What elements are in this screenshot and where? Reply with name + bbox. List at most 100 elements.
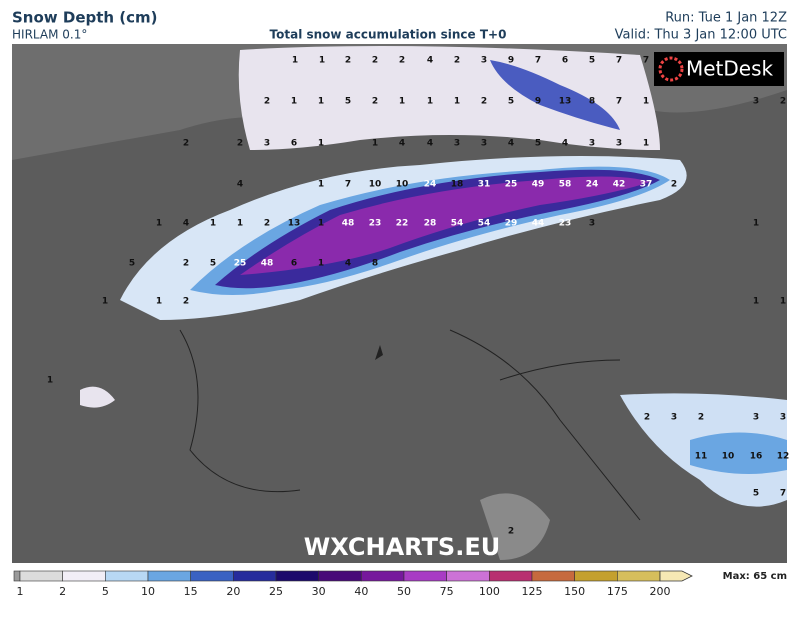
snow-label: 54 xyxy=(478,219,491,229)
snow-label: 3 xyxy=(481,56,487,66)
legend-swatch xyxy=(446,570,490,582)
map: MetDesk WXCHARTS.EU 1 1 2 2 2 4 2 3 9 7 6 5 7 72 1 1 5 2 1… xyxy=(12,44,789,563)
legend-swatch xyxy=(190,570,234,582)
snow-label: 5 xyxy=(210,259,216,269)
snow-label: 4 xyxy=(345,259,351,269)
legend-swatch xyxy=(275,570,319,582)
snow-label: 2 xyxy=(372,56,378,66)
snow-label: 5 xyxy=(535,139,541,149)
snow-label: 37 xyxy=(640,180,653,190)
legend-tick-label: 40 xyxy=(354,585,368,598)
legend-tick-label: 50 xyxy=(397,585,411,598)
snow-label: 1 xyxy=(156,297,162,307)
snow-label: 1 xyxy=(318,219,324,229)
snow-label: 1 xyxy=(319,56,325,66)
model: HIRLAM 0.1° xyxy=(12,28,87,42)
watermark: WXCHARTS.EU xyxy=(304,533,500,561)
snow-label: 10 xyxy=(369,180,382,190)
legend-swatch xyxy=(361,570,405,582)
snow-label: 3 xyxy=(454,139,460,149)
snow-label: 49 xyxy=(532,180,545,190)
legend-tick-label: 100 xyxy=(479,585,500,598)
snow-label: 1 xyxy=(102,297,108,307)
snow-label: 1 xyxy=(399,97,405,107)
snow-label: 3 xyxy=(481,139,487,149)
snow-label: 2 xyxy=(399,56,405,66)
snow-label: 48 xyxy=(261,259,274,269)
snow-label: 3 xyxy=(753,97,759,107)
legend-swatch xyxy=(574,570,618,582)
legend-swatch xyxy=(318,570,362,582)
snow-label: 3 xyxy=(753,413,759,423)
snow-label: 11 xyxy=(695,452,708,462)
snow-label: 9 xyxy=(535,97,541,107)
snow-label: 58 xyxy=(559,180,572,190)
legend-tick-label: 2 xyxy=(59,585,66,598)
snow-label: 1 xyxy=(292,56,298,66)
snow-label: 3 xyxy=(780,413,786,423)
legend: Max: 65 cm 1 2 5 10 15 20 25 30 40 50 75 100 125 150 1… xyxy=(13,570,787,598)
map-labels: 1 1 2 2 2 4 2 3 9 7 6 5 7 72 1 1 5 2 1 1 1 2 5 9 13 8 7 1 3 22 2 3 6 1 1 4 4… xyxy=(47,56,789,537)
snow-label: 1 xyxy=(753,219,759,229)
snow-label: 22 xyxy=(396,219,409,229)
legend-tick-label: 175 xyxy=(607,585,628,598)
snow-label: 28 xyxy=(424,219,437,229)
snow-label: 2 xyxy=(372,97,378,107)
snow-label: 1 xyxy=(210,219,216,229)
snow-label: 5 xyxy=(589,56,595,66)
snow-label: 23 xyxy=(369,219,382,229)
legend-swatch xyxy=(617,570,661,582)
terrain-south xyxy=(480,493,550,560)
legend-swatch xyxy=(147,570,191,582)
legend-swatch xyxy=(403,570,447,582)
snow-label: 2 xyxy=(454,56,460,66)
run-time: Run: Tue 1 Jan 12Z xyxy=(665,11,787,26)
snow-label: 6 xyxy=(291,139,297,149)
snow-label: 2 xyxy=(183,297,189,307)
snow-label: 7 xyxy=(535,56,541,66)
snow-label: 7 xyxy=(780,489,786,499)
legend-tick-label: 125 xyxy=(522,585,543,598)
title: Snow Depth (cm) xyxy=(12,9,158,27)
snow-label: 1 xyxy=(237,219,243,229)
borders xyxy=(179,329,641,521)
snow-label: 10 xyxy=(396,180,409,190)
snow-label: 24 xyxy=(424,180,437,190)
snow-east xyxy=(490,60,620,130)
snow-label: 5 xyxy=(508,97,514,107)
logo-icon xyxy=(658,56,684,82)
legend-swatch xyxy=(233,570,277,582)
snow-label: 13 xyxy=(559,97,572,107)
snow-label: 4 xyxy=(399,139,405,149)
snow-label: 2 xyxy=(698,413,704,423)
snow-label: 1 xyxy=(372,139,378,149)
snow-label: 1 xyxy=(753,297,759,307)
legend-tick-label: 30 xyxy=(312,585,326,598)
snow-label: 1 xyxy=(780,297,786,307)
snow-label: 6 xyxy=(562,56,568,66)
snow-label: 1 xyxy=(454,97,460,107)
legend-tick-label: 15 xyxy=(184,585,198,598)
legend-swatch xyxy=(62,570,106,582)
snow-label: 1 xyxy=(643,97,649,107)
snow-label: 25 xyxy=(234,259,247,269)
snow-label: 4 xyxy=(237,180,243,190)
snow-label: 3 xyxy=(671,413,677,423)
snow-label: 7 xyxy=(616,97,622,107)
snow-label: 4 xyxy=(427,56,433,66)
legend-tick-label: 1 xyxy=(17,585,24,598)
snow-label: 2 xyxy=(644,413,650,423)
snow-label: 1 xyxy=(47,376,53,386)
lake xyxy=(375,345,383,360)
snow-label: 24 xyxy=(586,180,599,190)
snow-label: 1 xyxy=(156,219,162,229)
snow-label: 1 xyxy=(318,97,324,107)
legend-tick-label: 5 xyxy=(102,585,109,598)
legend-arrow xyxy=(659,570,693,582)
snow-label: 2 xyxy=(671,180,677,190)
snow-label: 54 xyxy=(451,219,464,229)
legend-max: Max: 65 cm xyxy=(723,571,787,582)
snow-label: 1 xyxy=(318,259,324,269)
snow-label: 5 xyxy=(753,489,759,499)
